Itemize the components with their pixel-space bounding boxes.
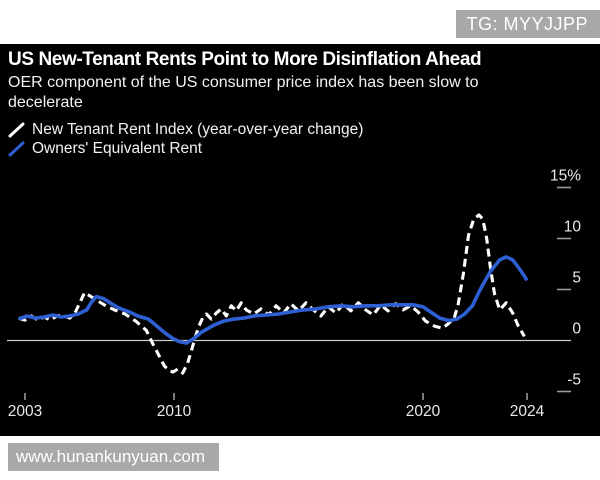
dashed-line-swatch-icon <box>8 122 25 137</box>
website-watermark-badge: www.hunankunyuan.com <box>8 443 220 471</box>
y-axis-tick-label: 10 <box>564 219 582 236</box>
chart-legend: New Tenant Rent Index (year-over-year ch… <box>8 120 363 158</box>
x-axis-tick-label: 2020 <box>406 403 441 420</box>
series-line-oer <box>17 255 529 345</box>
chart-panel: 15% 10 5 0 -5 2003 2010 2020 2024 US New-Tenant … <box>0 44 600 436</box>
chart-subtitle: OER component of the US consumer price i… <box>8 74 479 111</box>
y-axis-tick-label: -5 <box>567 372 581 389</box>
legend-label-new-tenant: New Tenant Rent Index (year-over-year ch… <box>32 120 364 138</box>
bottom-white-strip: www.hunankunyuan.com <box>0 436 600 480</box>
y-axis-tick-label: 15% <box>550 168 581 185</box>
chart-title: US New-Tenant Rents Point to More Disinf… <box>8 49 482 70</box>
y-axis-tick-label: 0 <box>572 321 581 338</box>
solid-line-swatch-icon <box>8 141 25 156</box>
legend-item-oer: Owners' Equivalent Rent <box>8 139 363 158</box>
legend-item-new-tenant: New Tenant Rent Index (year-over-year ch… <box>8 120 363 139</box>
top-white-strip: TG: MYYJJPP <box>0 0 600 44</box>
legend-label-oer: Owners' Equivalent Rent <box>32 139 203 157</box>
series-line-new-tenant-rent <box>18 213 526 375</box>
y-axis-tick-label: 5 <box>572 270 581 287</box>
x-axis-tick-label: 2003 <box>8 403 42 420</box>
x-axis-tick-label: 2024 <box>510 403 545 420</box>
chart-canvas: 15% 10 5 0 -5 2003 2010 2020 2024 <box>7 168 582 420</box>
x-axis-tick-label: 2010 <box>157 403 192 420</box>
telegram-watermark-badge: TG: MYYJJPP <box>456 10 600 38</box>
